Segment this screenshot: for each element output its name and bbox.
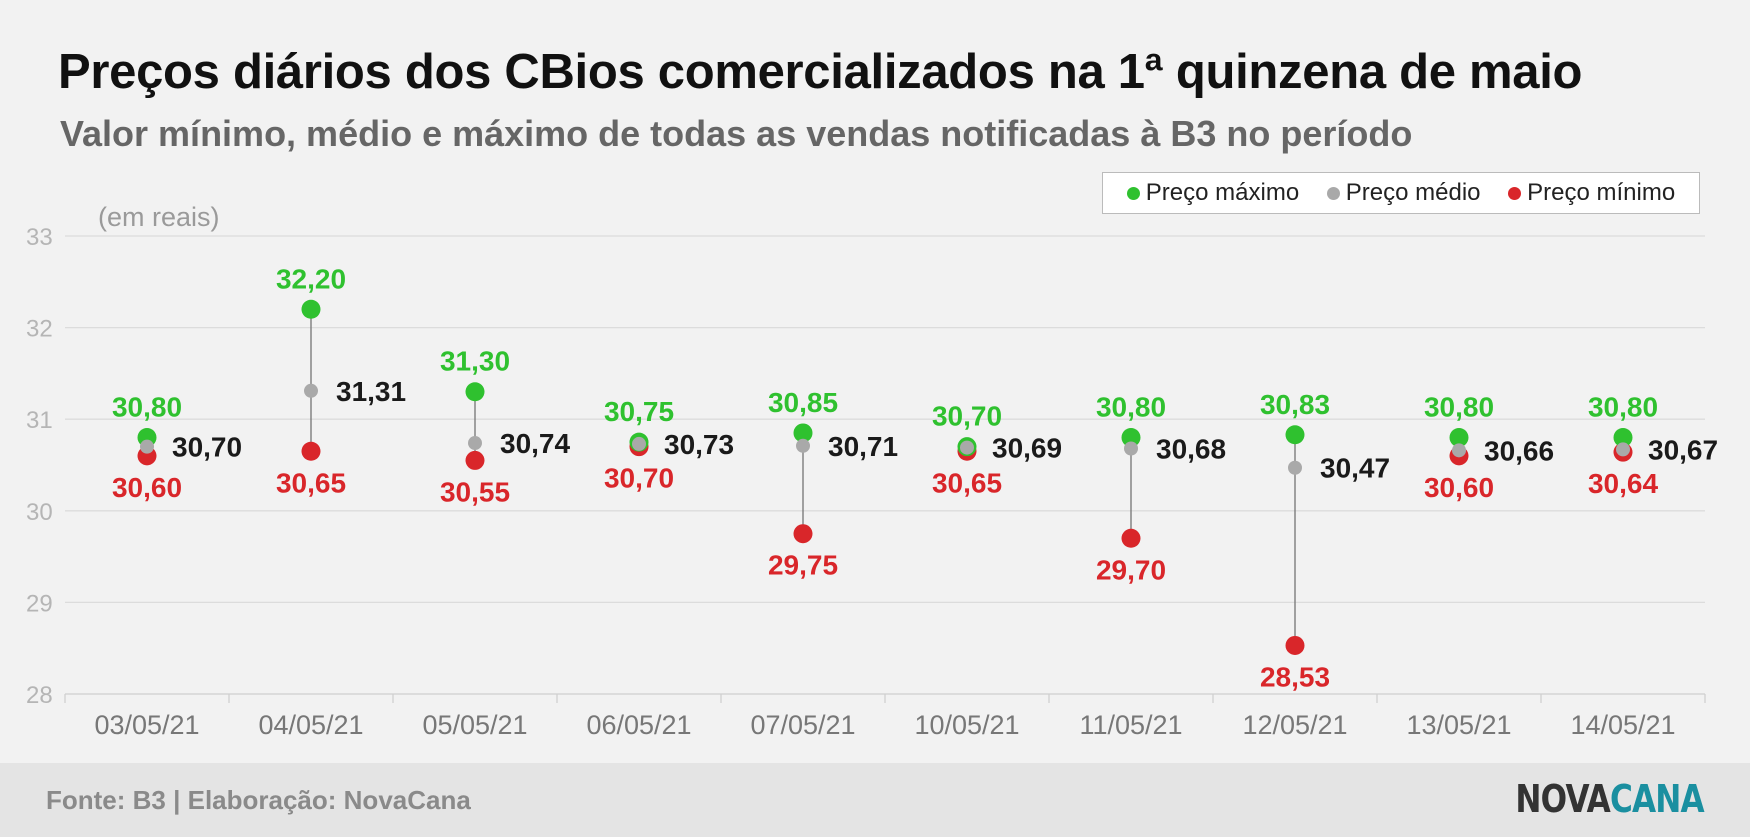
marks-layer: 30,80 30,60 30,70 32,20 30,65 31,31 31,30 30,55… (112, 263, 1718, 692)
label-min: 30,64 (1588, 468, 1658, 499)
label-max: 30,85 (768, 387, 838, 418)
x-tick-label: 13/05/21 (1406, 710, 1511, 740)
x-tick-label: 11/05/21 (1079, 710, 1182, 740)
label-max: 30,80 (1424, 392, 1494, 423)
y-tick-label-29: 29 (26, 590, 53, 617)
point-min (793, 524, 813, 544)
x-tick-label: 05/05/21 (422, 710, 527, 740)
label-max: 30,80 (1096, 392, 1166, 423)
legend-item-max: Preço máximo (1126, 179, 1300, 207)
label-max: 30,80 (112, 392, 182, 423)
novacana-logo: NOVACANA (1515, 777, 1705, 821)
legend-max-dot (1126, 186, 1140, 200)
label-avg: 30,69 (992, 433, 1062, 464)
legend-min-dot (1508, 186, 1522, 200)
legend-max-label: Preço máximo (1145, 179, 1300, 206)
label-max: 30,83 (1260, 389, 1330, 420)
point-max (1449, 428, 1469, 448)
legend-avg-dot (1326, 186, 1340, 200)
label-min: 30,70 (604, 463, 674, 494)
label-min: 29,75 (768, 550, 838, 581)
label-max: 32,20 (276, 263, 346, 294)
point-min (465, 450, 485, 470)
label-min: 30,60 (112, 472, 182, 503)
label-max: 31,30 (440, 346, 510, 377)
y-tick-label-31: 31 (26, 407, 53, 434)
point-min (1121, 528, 1141, 548)
label-avg: 30,67 (1648, 434, 1718, 465)
label-avg: 30,70 (172, 432, 242, 463)
point-max (301, 299, 321, 319)
point-avg (304, 383, 318, 398)
label-min: 29,70 (1096, 554, 1166, 585)
point-max (1121, 428, 1141, 448)
logo-text-nova: NOVA (1515, 777, 1611, 821)
label-min: 30,60 (1424, 472, 1494, 503)
label-avg: 30,47 (1320, 453, 1390, 484)
label-avg: 30,74 (500, 428, 570, 459)
legend-avg-label: Preço médio (1345, 179, 1481, 206)
label-avg: 31,31 (336, 376, 406, 407)
point-min (301, 441, 321, 461)
point-avg (1616, 442, 1630, 457)
chart-subtitle: Valor mínimo, médio e máximo de todas as… (60, 113, 1413, 154)
y-tick-label-32: 32 (26, 316, 53, 343)
point-avg (1452, 443, 1466, 458)
y-tick-label-33: 33 (26, 224, 53, 251)
label-avg: 30,73 (664, 429, 734, 460)
label-avg: 30,68 (1156, 434, 1226, 465)
label-avg: 30,71 (828, 431, 898, 462)
label-max: 30,75 (604, 396, 674, 427)
y-tick-label-28: 28 (26, 682, 53, 709)
legend-item-min: Preço mínimo (1508, 179, 1675, 207)
label-max: 30,80 (1588, 392, 1658, 423)
x-tick-label: 14/05/21 (1570, 710, 1675, 740)
point-avg (632, 436, 646, 451)
grid-layer (64, 235, 1706, 703)
label-avg: 30,66 (1484, 435, 1554, 466)
point-max (1613, 428, 1633, 448)
point-avg (468, 436, 482, 451)
point-avg (140, 439, 154, 454)
label-min: 28,53 (1260, 661, 1330, 692)
point-avg (1288, 460, 1302, 475)
label-min: 30,55 (440, 476, 510, 507)
label-max: 30,70 (932, 401, 1002, 432)
legend-item-avg: Preço médio (1326, 179, 1481, 207)
x-tick-label: 06/05/21 (586, 710, 691, 740)
point-max (793, 423, 813, 443)
legend-min-label: Preço mínimo (1527, 179, 1676, 206)
x-tick-label: 07/05/21 (750, 710, 855, 740)
point-avg (960, 440, 974, 455)
x-tick-label: 10/05/21 (914, 710, 1019, 740)
point-avg (796, 438, 810, 453)
point-max (465, 382, 485, 402)
point-avg (1124, 441, 1138, 456)
axis-layer: 28 29 30 31 32 33 (em reais) 03/05/21 04/05/21 05… (26, 202, 1676, 740)
y-tick-label-30: 30 (26, 499, 53, 526)
logo-text-cana: CANA (1610, 777, 1705, 821)
label-min: 30,65 (276, 467, 346, 498)
x-tick-label: 12/05/21 (1242, 710, 1347, 740)
point-min (1285, 635, 1305, 655)
price-chart: 28 29 30 31 32 33 (em reais) 03/05/21 04/05/21 05… (26, 202, 1718, 740)
x-tick-label: 04/05/21 (258, 710, 363, 740)
chart-legend: Preço máximo Preço médio Preço mínimo (1102, 172, 1700, 214)
label-min: 30,65 (932, 467, 1002, 498)
x-tick-label: 03/05/21 (94, 710, 199, 740)
footer: Fonte: B3 | Elaboração: NovaCana NOVACAN… (0, 763, 1750, 837)
chart-title: Preços diários dos CBios comercializados… (58, 45, 1583, 99)
point-max (1285, 425, 1305, 445)
y-axis-label: (em reais) (98, 202, 220, 232)
source-note: Fonte: B3 | Elaboração: NovaCana (46, 785, 471, 815)
